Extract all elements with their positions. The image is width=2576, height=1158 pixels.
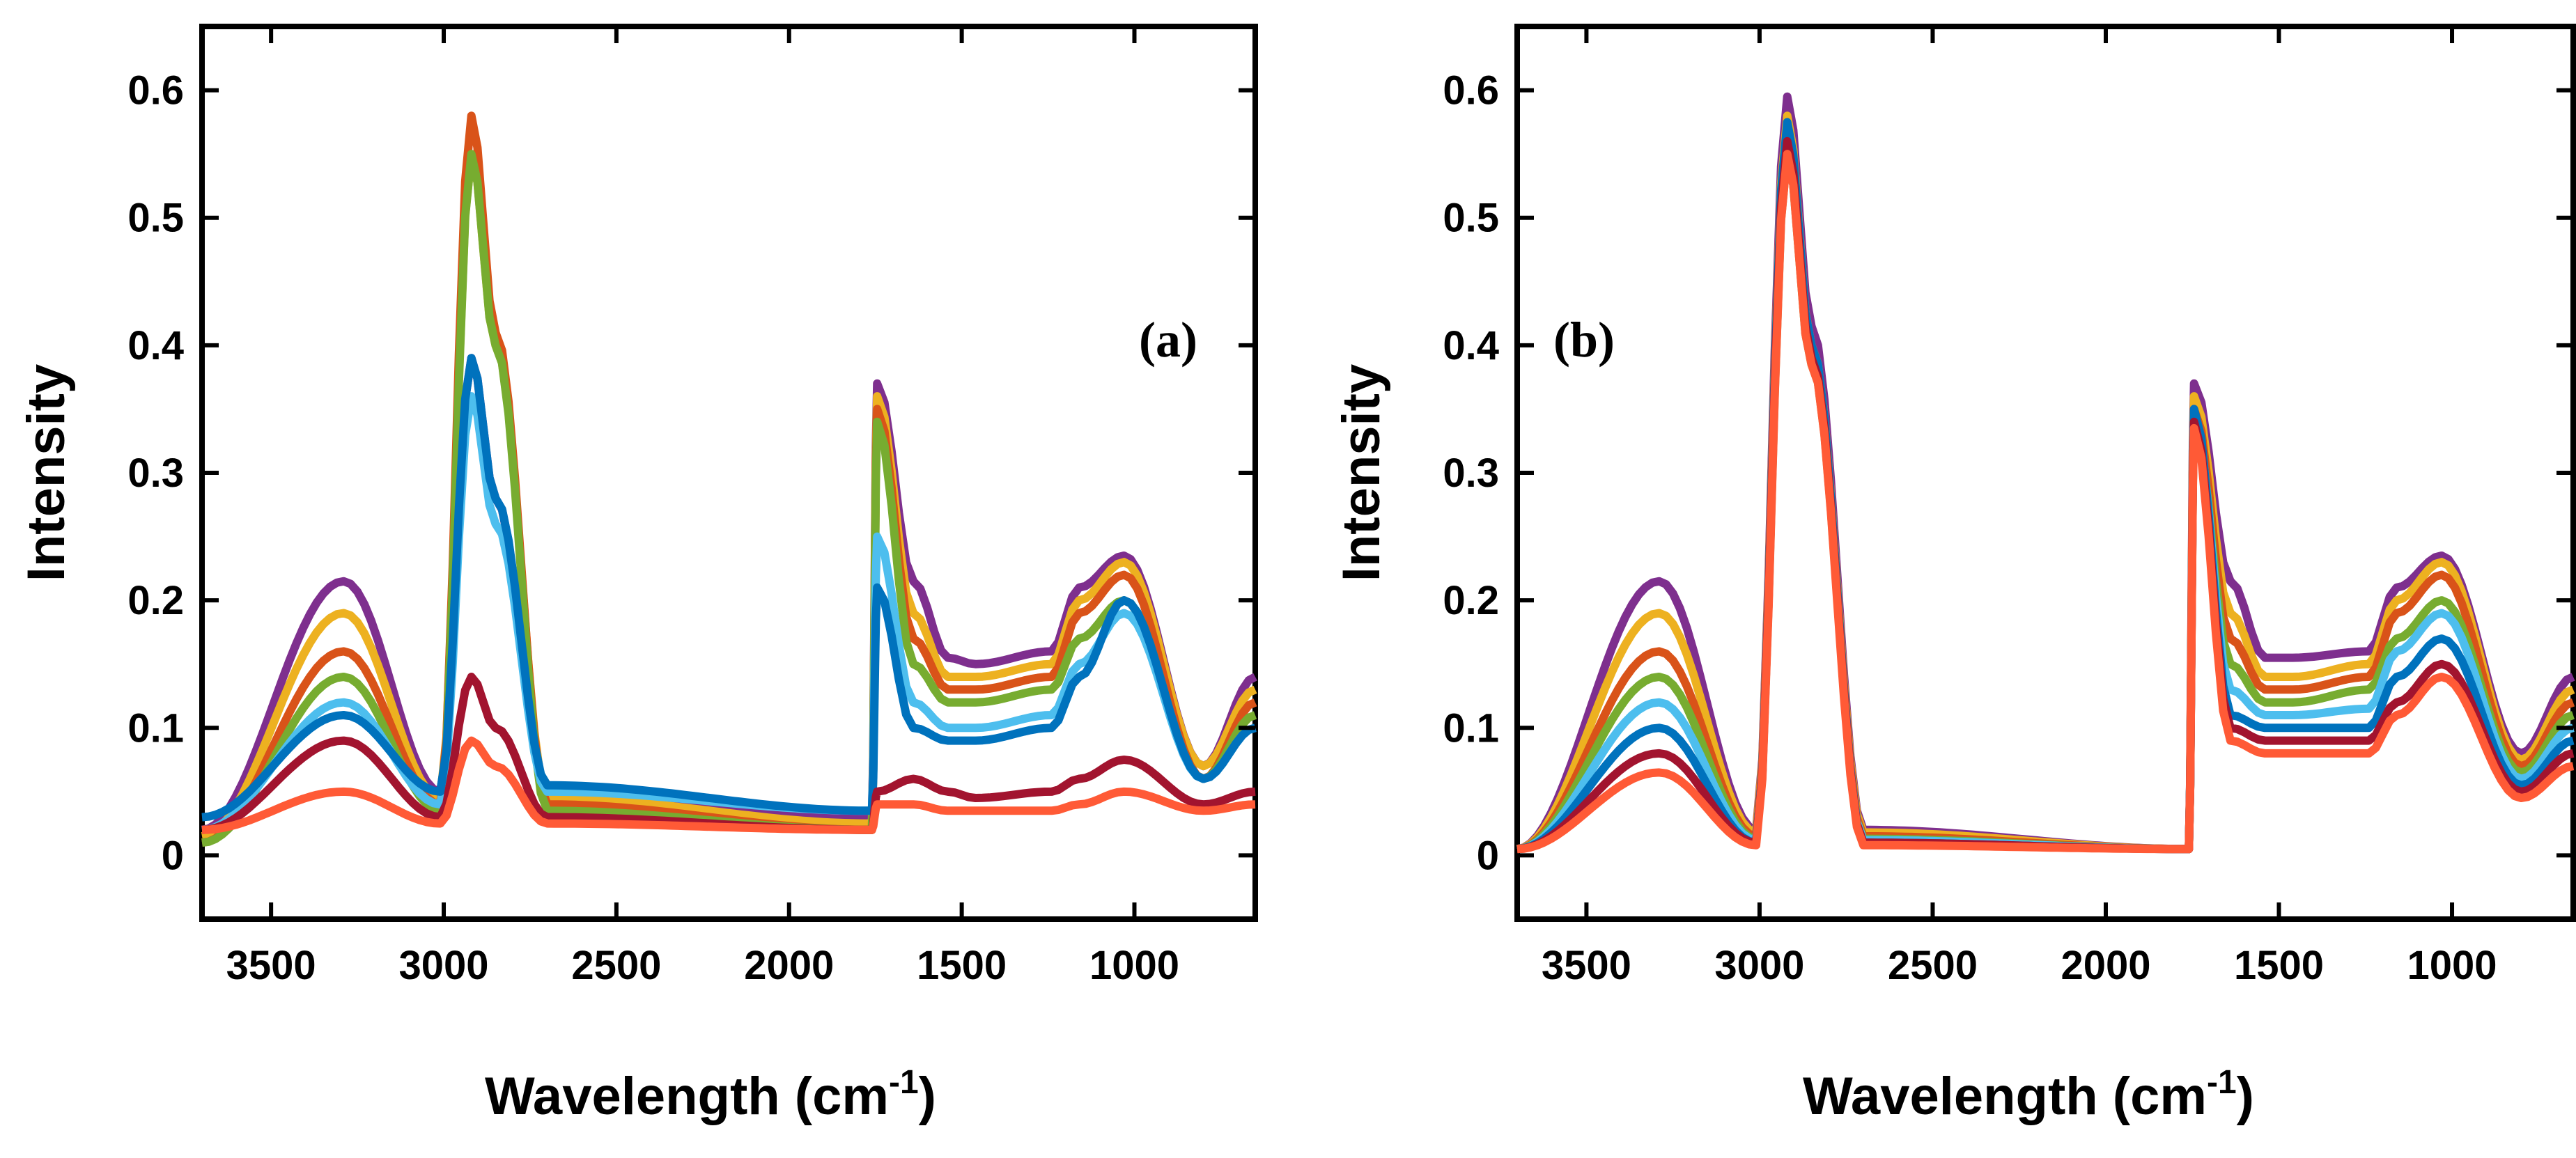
panel-b-series-s8 xyxy=(1516,150,2575,854)
panel-b-series-s7 xyxy=(1516,136,2575,854)
panel-b-xtick-label: 1500 xyxy=(2234,943,2324,988)
panel-b-ytick-label: 0.2 xyxy=(1443,578,1499,623)
panel-b-series-s4 xyxy=(1516,150,2575,854)
panel-a-xtick-label: 2000 xyxy=(744,943,834,988)
panel-a-xtick-label: 2500 xyxy=(571,943,661,988)
panel-b-xtick-label: 2500 xyxy=(1888,943,1978,988)
panel-b-plot-frame xyxy=(1514,24,2576,922)
panel-b-ytick-label: 0.3 xyxy=(1443,451,1499,496)
panel-a-xlabel-close: ) xyxy=(919,1067,936,1126)
panel-a-ytick-label: 0.5 xyxy=(127,196,184,241)
panel-a-xlabel-sup: -1 xyxy=(889,1064,919,1101)
panel-a-xtick-label: 3500 xyxy=(226,943,316,988)
panel-a-ylabel: Intensity xyxy=(17,364,76,582)
panel-b-xtick-label: 1000 xyxy=(2407,943,2497,988)
panel-b-ytick-label: 0.5 xyxy=(1443,196,1499,241)
panel-a-ytick-label: 0.3 xyxy=(127,451,184,496)
panel-b-xtick-label: 2000 xyxy=(2061,943,2150,988)
panel-b-ytick-label: 0 xyxy=(1477,833,1499,878)
panel-b-xlabel-main: Wavelength (cm xyxy=(1803,1067,2207,1126)
panel-a-x-ticks: 3500 3000 2500 2000 1500 1000 xyxy=(226,26,1179,988)
panel-b-series-group xyxy=(1516,92,2575,854)
panel-b-xlabel-sup: -1 xyxy=(2207,1064,2237,1101)
panel-b-xtick-label: 3000 xyxy=(1714,943,1804,988)
panel-b-label: (b) xyxy=(1553,312,1615,368)
panel-a-ytick-label: 0.1 xyxy=(127,705,184,751)
panel-b-xtick-label: 3500 xyxy=(1542,943,1631,988)
panel-a-series-s2 xyxy=(201,150,1257,840)
panel-b-y-ticks: 0 0.1 0.2 0.3 0.4 0.5 0.6 xyxy=(1443,68,2573,878)
panel-b-ylabel: Intensity xyxy=(1332,364,1391,582)
panel-b-ytick-label: 0.6 xyxy=(1443,68,1499,114)
panel-a-ytick-label: 0 xyxy=(162,833,184,878)
panel-a-ytick-label: 0.6 xyxy=(127,68,184,114)
panel-a-series-s6 xyxy=(201,354,1257,822)
panel-a-series-s5 xyxy=(201,392,1257,834)
panel-b-ytick-label: 0.4 xyxy=(1443,323,1499,368)
panel-b-series-s5 xyxy=(1516,136,2575,854)
panel-a-xlabel-main: Wavelength (cm xyxy=(485,1067,889,1126)
panel-a-xtick-label: 3000 xyxy=(399,943,489,988)
panel-a-y-ticks: 0 0.1 0.2 0.3 0.4 0.5 0.6 xyxy=(127,68,1255,878)
panel-b-xlabel: Wavelength (cm-1) xyxy=(1803,1064,2254,1126)
panel-b-ytick-label: 0.1 xyxy=(1443,705,1499,751)
panel-b-x-ticks: 3500 3000 2500 2000 1500 1000 xyxy=(1542,26,2497,988)
panel-b-xlabel-close: ) xyxy=(2237,1067,2254,1126)
panel-a-ytick-label: 0.2 xyxy=(127,578,184,623)
panel-a-label: (a) xyxy=(1139,312,1197,368)
panel-a-series-s3 xyxy=(201,111,1257,847)
panel-a-xtick-label: 1500 xyxy=(917,943,1007,988)
panel-a-ytick-label: 0.4 xyxy=(127,323,184,368)
panel-a-series-s8 xyxy=(201,736,1256,834)
panel-a-series-group xyxy=(201,111,1257,847)
panel-a-xtick-label: 1000 xyxy=(1089,943,1179,988)
panel-b-series-s6 xyxy=(1516,118,2575,854)
panel-a-plot-frame xyxy=(199,24,1258,922)
panel-a-xlabel: Wavelength (cm-1) xyxy=(485,1064,936,1126)
panel-b: 3500 3000 2500 2000 1500 1000 0 0.1 0.2 0.3 0.4 0.… xyxy=(1332,24,2576,1126)
panel-a-series-s4 xyxy=(201,150,1257,847)
panel-a: 3500 3000 2500 2000 1500 1000 0 0.1 0.2 0.3 0.4 0.… xyxy=(17,24,1258,1126)
